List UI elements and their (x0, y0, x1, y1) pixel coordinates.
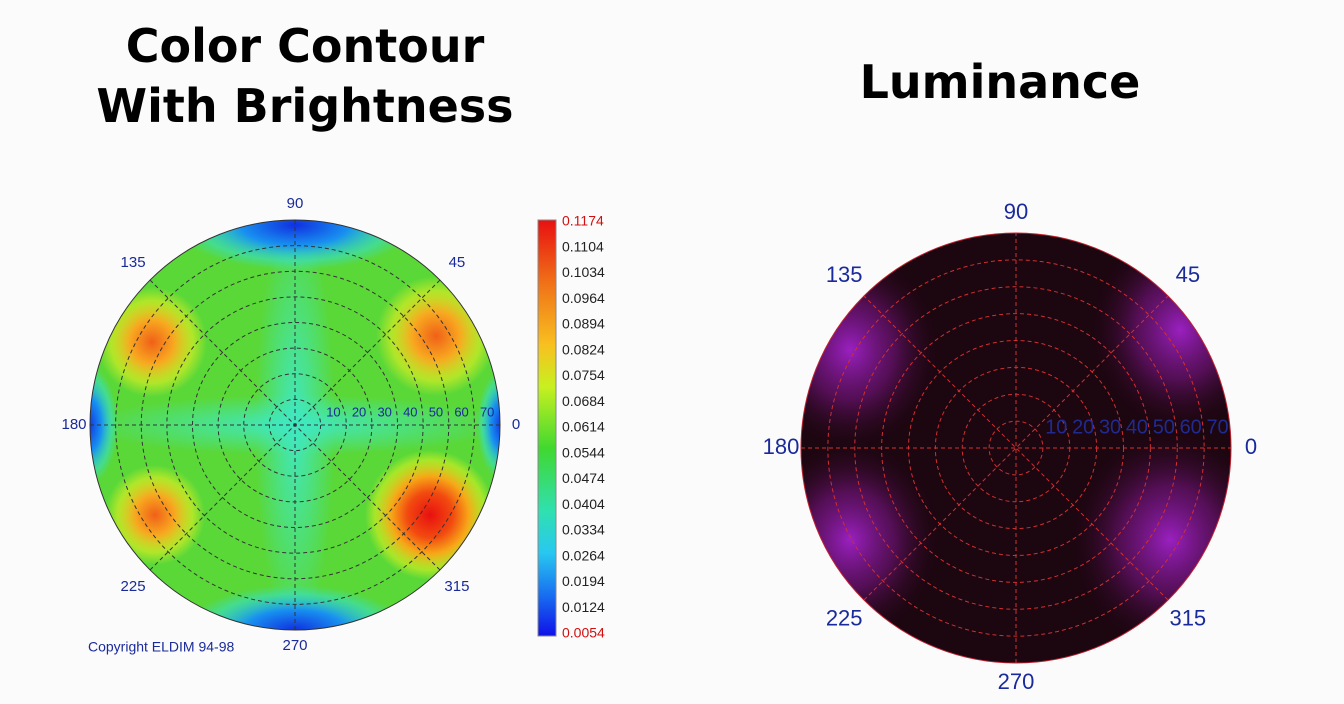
grid-circle (268, 398, 322, 452)
scale-label: 0.0264 (562, 547, 605, 563)
scale-label: 0.0894 (562, 316, 605, 332)
scale-label: 0.0754 (562, 367, 605, 383)
radius-label: 10 (326, 404, 340, 419)
scale-label: 0.0404 (562, 496, 605, 512)
polar-grid (90, 220, 500, 630)
title: Luminance (860, 55, 1141, 109)
radius-label: 40 (1126, 416, 1148, 438)
angle-label: 225 (121, 578, 146, 595)
copyright: Copyright ELDIM 94-98 (88, 639, 235, 655)
angle-label: 270 (998, 669, 1035, 694)
radius-label: 30 (377, 404, 391, 419)
radius-label: 70 (480, 404, 494, 419)
grid-circle (854, 286, 1178, 610)
angle-label: 90 (1004, 199, 1028, 224)
radius-label: 20 (352, 404, 366, 419)
color-scale (537, 219, 557, 637)
grid-spoke (149, 279, 441, 571)
radius-label: 60 (454, 404, 468, 419)
title-line: Color Contour (126, 19, 485, 73)
contour-map (90, 220, 500, 630)
angle-label: 0 (512, 416, 520, 433)
angle-label: 135 (121, 254, 146, 271)
scale-label: 0.1034 (562, 264, 605, 280)
scale-label: 0.0124 (562, 599, 605, 615)
angle-label: 90 (287, 195, 304, 212)
grid-circle (166, 296, 424, 554)
scale-label: 0.1104 (562, 238, 604, 254)
scale-label: 0.0824 (562, 341, 605, 357)
scale-label: 0.0474 (562, 470, 605, 486)
grid-circle (243, 373, 347, 477)
radius-label: 50 (1153, 416, 1175, 438)
grid-spoke (863, 295, 1169, 601)
title-line: With Brightness (96, 79, 513, 133)
scale-label: 0.1174 (562, 213, 604, 229)
grid-circle (115, 245, 475, 605)
angle-label: 225 (826, 606, 863, 631)
radius-label: 60 (1180, 416, 1202, 438)
luminance-map (801, 233, 1231, 663)
radius-label: 10 (1045, 416, 1067, 438)
radius-label: 40 (403, 404, 417, 419)
angle-label: 315 (444, 578, 469, 595)
angle-label: 180 (763, 434, 800, 459)
scale-label: 0.0614 (562, 419, 605, 435)
angle-label: 45 (449, 254, 466, 271)
radius-label: 50 (429, 404, 443, 419)
radius-label: 70 (1206, 416, 1228, 438)
angle-label: 45 (1176, 262, 1200, 287)
angle-label: 315 (1169, 606, 1206, 631)
scale-label: 0.0544 (562, 444, 605, 460)
polar-grid (801, 233, 1231, 663)
angle-label: 270 (282, 637, 307, 654)
angle-label: 135 (826, 262, 863, 287)
scale-label: 0.0054 (562, 625, 605, 641)
scale-label: 0.0194 (562, 573, 605, 589)
scale-label: 0.0964 (562, 290, 605, 306)
angle-label: 0 (1245, 434, 1257, 459)
scale-label: 0.0684 (562, 393, 605, 409)
radius-label: 30 (1099, 416, 1121, 438)
scale-label: 0.0334 (562, 522, 605, 538)
radius-label: 20 (1072, 416, 1094, 438)
grid-circle (192, 322, 398, 528)
angle-label: 180 (61, 416, 86, 433)
grid-spoke (863, 295, 1169, 601)
grid-circle (827, 259, 1205, 637)
